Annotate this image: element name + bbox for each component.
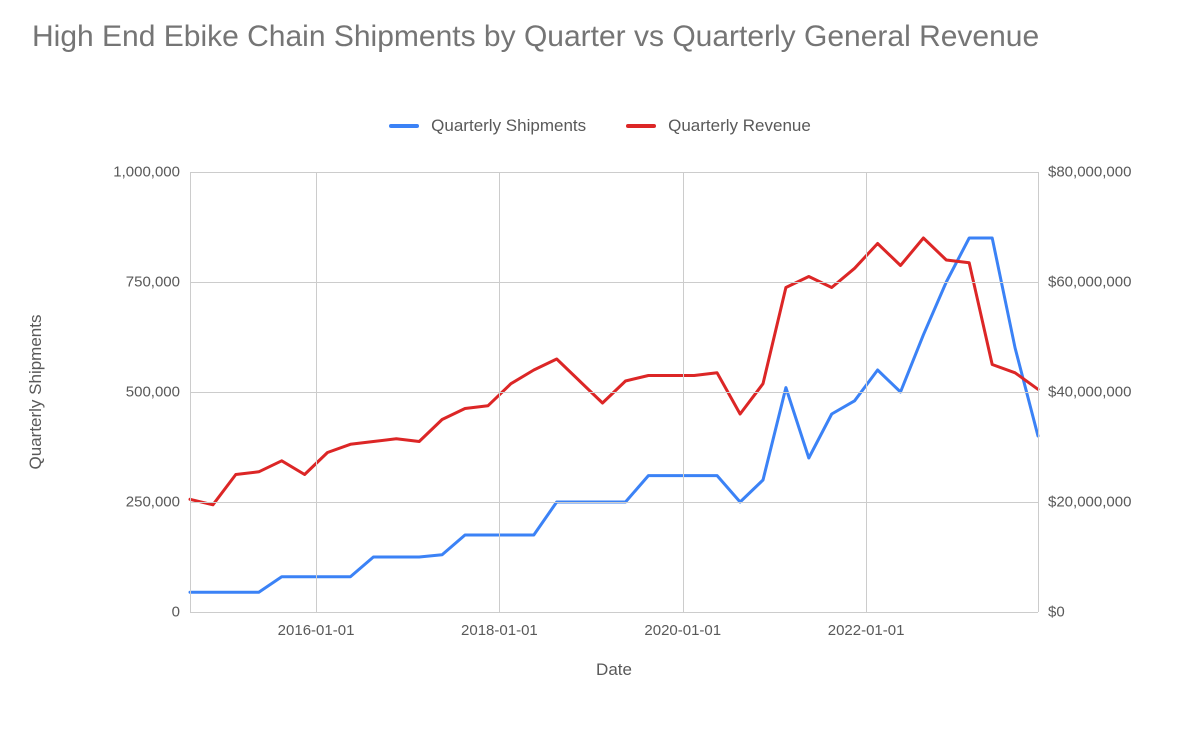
plot-area: 0250,000500,000750,0001,000,000$0$20,000… [190, 172, 1038, 612]
y-axis-left-label: Quarterly Shipments [26, 315, 46, 470]
chart-container: High End Ebike Chain Shipments by Quarte… [0, 0, 1200, 742]
y-left-tick-label: 0 [172, 604, 190, 621]
chart-title: High End Ebike Chain Shipments by Quarte… [32, 18, 1168, 56]
y-right-tick-label: $0 [1038, 604, 1065, 621]
series-line [190, 238, 1038, 592]
gridline-vertical [866, 172, 867, 612]
x-axis-label: Date [596, 660, 632, 680]
y-left-tick-label: 500,000 [126, 384, 190, 401]
gridline-vertical [190, 172, 191, 612]
y-right-tick-label: $20,000,000 [1038, 494, 1131, 511]
gridline-horizontal [190, 392, 1038, 393]
x-tick-label: 2022-01-01 [828, 612, 905, 639]
x-tick-label: 2020-01-01 [644, 612, 721, 639]
gridline-vertical [316, 172, 317, 612]
legend: Quarterly Shipments Quarterly Revenue [0, 116, 1200, 136]
y-left-tick-label: 250,000 [126, 494, 190, 511]
x-tick-label: 2018-01-01 [461, 612, 538, 639]
gridline-vertical [683, 172, 684, 612]
gridline-horizontal [190, 282, 1038, 283]
legend-item-revenue: Quarterly Revenue [626, 116, 811, 136]
legend-item-shipments: Quarterly Shipments [389, 116, 586, 136]
legend-swatch-revenue [626, 124, 656, 128]
x-tick-label: 2016-01-01 [278, 612, 355, 639]
legend-swatch-shipments [389, 124, 419, 128]
y-left-tick-label: 1,000,000 [113, 164, 190, 181]
y-right-tick-label: $80,000,000 [1038, 164, 1131, 181]
gridline-horizontal [190, 172, 1038, 173]
gridline-horizontal [190, 502, 1038, 503]
legend-label-revenue: Quarterly Revenue [668, 116, 811, 136]
gridline-vertical [1038, 172, 1039, 612]
gridline-vertical [499, 172, 500, 612]
y-left-tick-label: 750,000 [126, 274, 190, 291]
series-line [190, 238, 1038, 505]
y-right-tick-label: $40,000,000 [1038, 384, 1131, 401]
y-right-tick-label: $60,000,000 [1038, 274, 1131, 291]
legend-label-shipments: Quarterly Shipments [431, 116, 586, 136]
